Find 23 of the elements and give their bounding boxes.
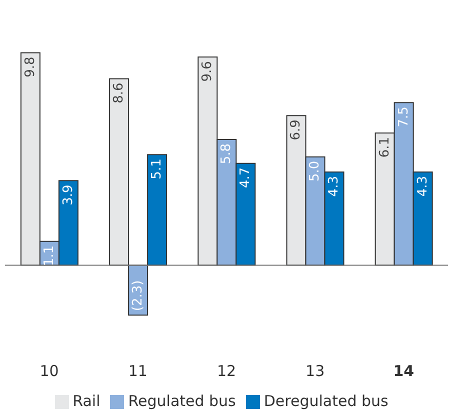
data-label: 6.9 — [288, 120, 304, 140]
data-label: 3.9 — [60, 184, 76, 206]
data-label: 4.3 — [326, 176, 342, 197]
data-label: 1.1 — [42, 245, 57, 266]
x-tick-label: 12 — [216, 362, 236, 380]
legend-label: Deregulated bus — [264, 392, 388, 410]
legend-label: Regulated bus — [128, 392, 236, 410]
data-label: 5.0 — [308, 160, 323, 182]
data-label: 7.5 — [396, 106, 412, 128]
x-tick-label: 14 — [393, 362, 414, 380]
data-label: 4.3 — [415, 176, 430, 197]
x-tick-label: 11 — [128, 362, 148, 380]
data-label: 9.8 — [22, 56, 38, 78]
data-label: 5.8 — [219, 143, 234, 164]
legend-label: Rail — [72, 392, 100, 410]
data-label: 4.7 — [238, 167, 254, 188]
data-label: (2.3) — [130, 280, 146, 312]
x-tick-label: 10 — [40, 362, 59, 380]
data-label: 9.6 — [200, 61, 216, 82]
data-label: 6.1 — [377, 136, 392, 158]
data-label: 5.1 — [150, 158, 165, 180]
data-label: 8.6 — [112, 82, 127, 104]
x-tick-label: 13 — [306, 362, 325, 380]
